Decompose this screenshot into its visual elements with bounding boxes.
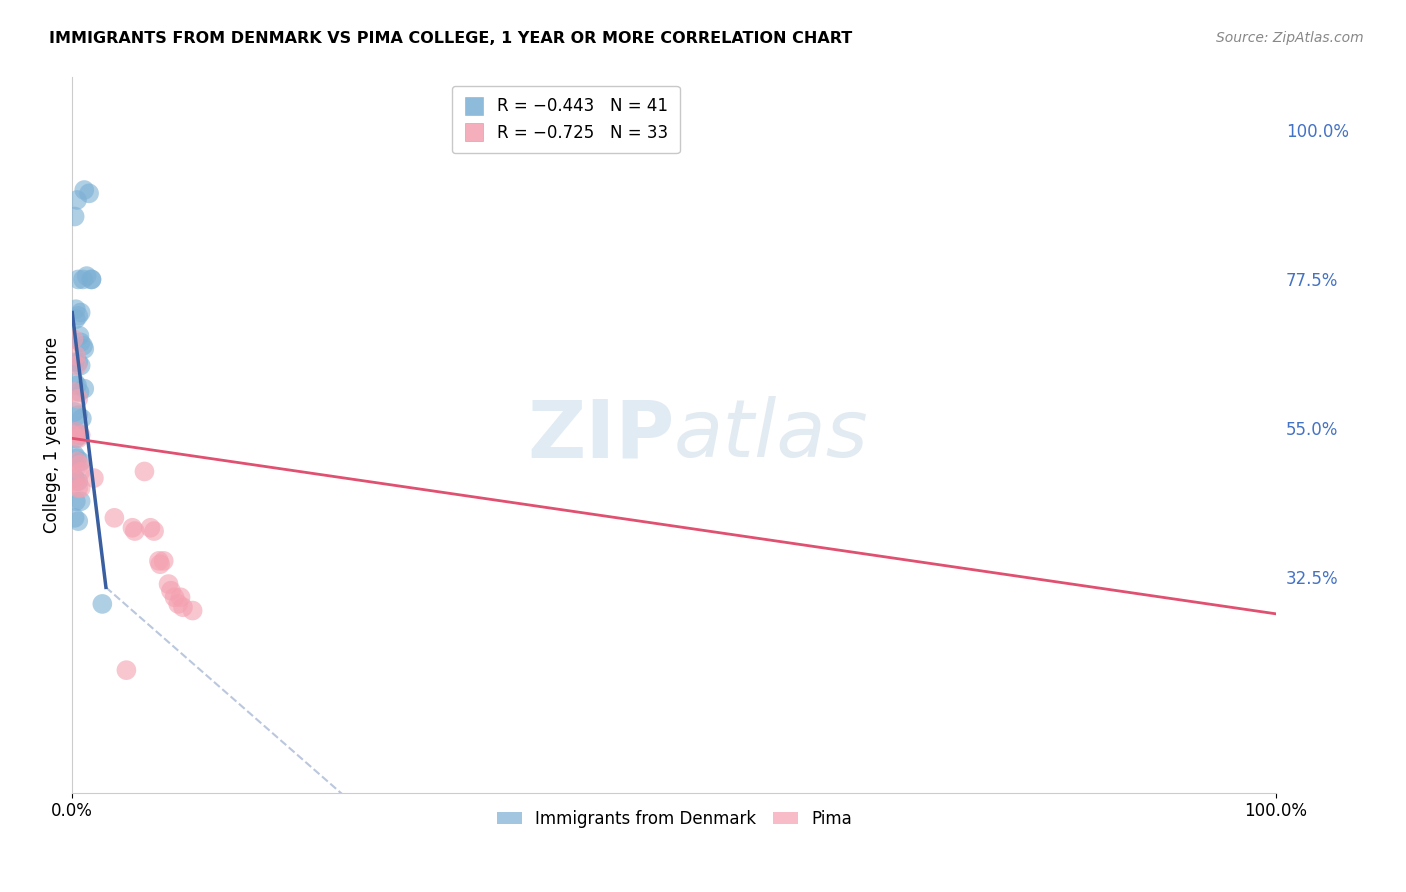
Point (65, 475, 87, 489)
Point (67, 392, 90, 406)
Point (67, 309, 90, 323)
Point (65, 425, 87, 439)
Point (69, 359, 91, 373)
Text: Source: ZipAtlas.com: Source: ZipAtlas.com (1216, 31, 1364, 45)
Point (69, 428, 91, 442)
Point (157, 577, 180, 591)
Point (65, 312, 87, 326)
Point (69, 305, 91, 319)
Point (66, 359, 89, 373)
Point (63, 405, 86, 419)
Point (69, 335, 91, 350)
Point (70, 411, 93, 425)
Point (148, 554, 170, 568)
Point (63, 471, 86, 485)
Point (67, 408, 90, 422)
Point (103, 511, 125, 525)
Point (73, 342, 96, 356)
Point (163, 591, 186, 605)
Point (63, 384, 86, 399)
Point (67, 272, 90, 286)
Point (80, 272, 103, 286)
Text: atlas: atlas (673, 396, 869, 474)
Point (66, 378, 89, 392)
Point (63, 511, 86, 525)
Point (91, 597, 114, 611)
Point (121, 521, 143, 535)
Point (67, 481, 90, 495)
Point (69, 494, 91, 508)
Point (63, 375, 86, 389)
Point (69, 328, 91, 343)
Point (181, 603, 204, 617)
Point (62, 428, 84, 442)
Point (134, 465, 156, 479)
Point (65, 431, 87, 445)
Point (67, 514, 90, 528)
Point (69, 465, 91, 479)
Point (73, 382, 96, 396)
Legend: Immigrants from Denmark, Pima: Immigrants from Denmark, Pima (489, 803, 859, 834)
Text: IMMIGRANTS FROM DENMARK VS PIMA COLLEGE, 1 YEAR OR MORE CORRELATION CHART: IMMIGRANTS FROM DENMARK VS PIMA COLLEGE,… (49, 31, 852, 46)
Point (72, 338, 94, 352)
Point (152, 554, 174, 568)
Text: ZIP: ZIP (527, 396, 673, 474)
Point (66, 451, 89, 466)
Point (66, 454, 89, 468)
Point (65, 349, 87, 363)
Point (115, 663, 138, 677)
Point (67, 431, 90, 445)
Point (160, 583, 183, 598)
Point (69, 458, 91, 472)
Point (124, 524, 146, 538)
Point (67, 355, 90, 369)
Point (62, 425, 84, 439)
Point (167, 597, 190, 611)
Point (67, 475, 90, 489)
Point (149, 557, 172, 571)
Point (63, 448, 86, 462)
Point (62, 332, 84, 346)
Point (65, 425, 87, 439)
Point (169, 591, 191, 605)
Point (80, 272, 103, 286)
Point (69, 454, 91, 468)
Point (63, 355, 86, 369)
Point (73, 183, 96, 197)
Point (83, 471, 105, 485)
Point (69, 428, 91, 442)
Point (143, 524, 166, 538)
Point (76, 269, 98, 284)
Point (77, 186, 100, 201)
Point (66, 193, 89, 207)
Point (65, 494, 87, 508)
Point (69, 384, 91, 399)
Point (72, 272, 94, 286)
Point (172, 600, 194, 615)
Point (63, 210, 86, 224)
Point (69, 481, 91, 495)
Y-axis label: College, 1 year or more: College, 1 year or more (44, 337, 60, 533)
Point (139, 521, 162, 535)
Point (65, 302, 87, 317)
